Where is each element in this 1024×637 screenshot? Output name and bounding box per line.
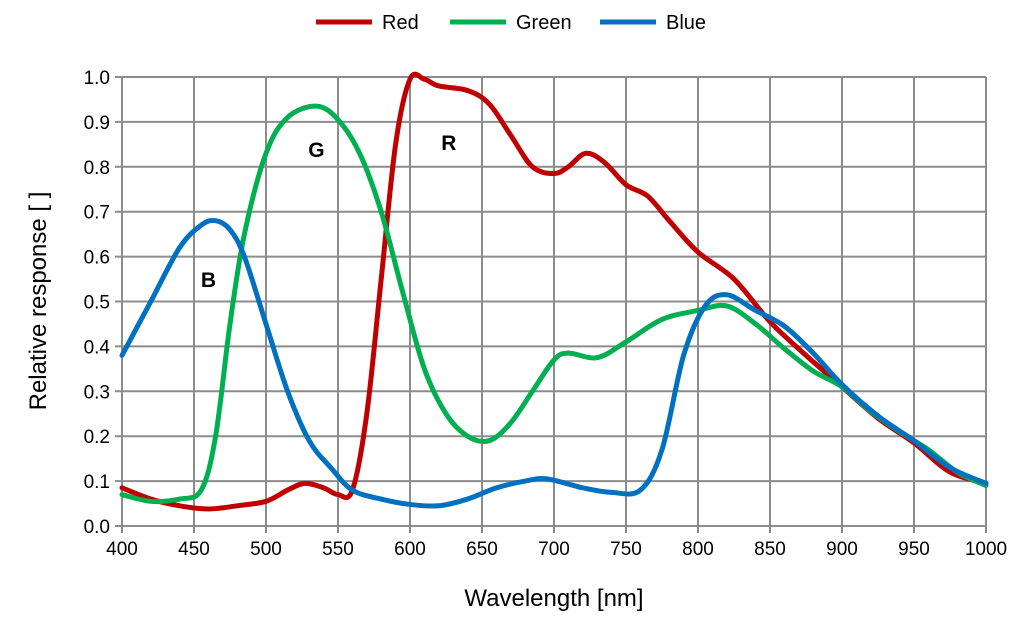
y-tick-label: 0.7 [84,203,110,224]
grid [115,76,987,533]
x-tick-label: 600 [394,539,426,560]
x-tick-label: 500 [250,539,282,560]
x-tick-label: 900 [826,539,858,560]
x-tick-label: 800 [682,539,714,560]
x-tick-label: 950 [898,539,930,560]
annotations: B G R [201,132,457,292]
tick-labels: 400 450 500 550 600 650 700 750 800 850 900 950 1000… [84,68,1008,560]
legend-label-red: Red [382,12,419,34]
y-axis-title: Relative response [ ] [25,192,52,411]
x-tick-label: 450 [178,539,210,560]
legend-label-blue: Blue [666,12,706,34]
curve-label: B [201,269,216,292]
series-line-green [119,103,989,505]
y-tick-label: 0.8 [84,158,110,179]
y-tick-label: 0.0 [84,517,110,538]
x-axis-title: Wavelength [nm] [464,585,643,612]
y-tick-label: 0.4 [84,337,111,358]
y-tick-label: 0.6 [84,248,110,269]
y-tick-label: 0.9 [84,113,110,134]
series-line-blue [119,217,989,509]
x-tick-label: 850 [754,539,786,560]
curve-label: R [441,132,456,155]
x-tick-label: 650 [466,539,498,560]
y-tick-label: 0.5 [84,293,110,314]
x-tick-label: 1000 [965,539,1007,560]
series-lines [119,71,989,512]
y-tick-label: 0.3 [84,382,110,403]
x-tick-label: 550 [322,539,354,560]
legend-label-green: Green [516,12,572,34]
y-tick-label: 0.1 [84,472,110,493]
x-tick-label: 750 [610,539,642,560]
x-tick-label: 700 [538,539,570,560]
legend: Red Green Blue [316,12,706,34]
y-tick-label: 0.2 [84,427,110,448]
y-tick-label: 1.0 [84,68,110,89]
curve-label: G [308,139,324,162]
x-tick-label: 400 [106,539,138,560]
